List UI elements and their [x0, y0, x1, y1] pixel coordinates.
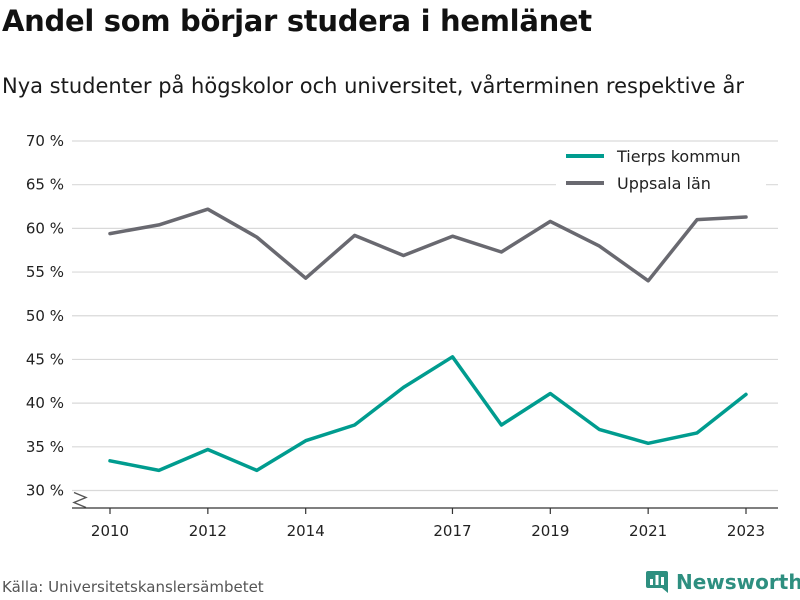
y-tick-label: 30 % — [26, 482, 64, 500]
legend-label: Tierps kommun — [616, 147, 741, 166]
y-tick-label: 55 % — [26, 263, 64, 281]
x-axis: 2010 2012 2014 2017 2019 2021 2023 — [72, 507, 778, 540]
legend-background — [556, 142, 766, 198]
y-tick-label: 70 % — [26, 132, 64, 150]
series-lines — [108, 207, 748, 473]
x-tick-label: 2021 — [629, 522, 667, 540]
y-tick-label: 40 % — [26, 394, 64, 412]
legend: Tierps kommun Uppsala län — [556, 142, 766, 198]
y-tick-label: 45 % — [26, 350, 64, 368]
axis-break-icon — [72, 491, 88, 509]
legend-label: Uppsala län — [617, 174, 711, 193]
x-tick-label: 2010 — [91, 522, 129, 540]
series-line-tierps-kommun — [108, 355, 748, 473]
x-tick-label: 2019 — [531, 522, 569, 540]
y-tick-label: 65 % — [26, 176, 64, 194]
brand-logo: Newsworthy — [644, 569, 800, 595]
y-tick-label: 35 % — [26, 438, 64, 456]
brand-name: Newsworthy — [676, 570, 800, 594]
source-note: Källa: Universitetskanslersämbetet — [2, 578, 264, 596]
y-axis: 30 % 35 % 40 % 45 % 50 % 55 % 60 % 65 % 70 % — [26, 132, 88, 509]
newsworthy-logo-icon — [646, 571, 668, 593]
chart-subtitle: Nya studenter på högskolor och universit… — [2, 74, 744, 98]
x-tick-label: 2017 — [433, 522, 471, 540]
y-tick-label: 50 % — [26, 307, 64, 325]
chart-title: Andel som börjar studera i hemlänet — [2, 4, 592, 38]
series-line-uppsala-län — [108, 207, 748, 283]
x-tick-label: 2012 — [189, 522, 227, 540]
x-tick-label: 2014 — [287, 522, 325, 540]
y-tick-label: 60 % — [26, 219, 64, 237]
x-tick-label: 2023 — [727, 522, 765, 540]
